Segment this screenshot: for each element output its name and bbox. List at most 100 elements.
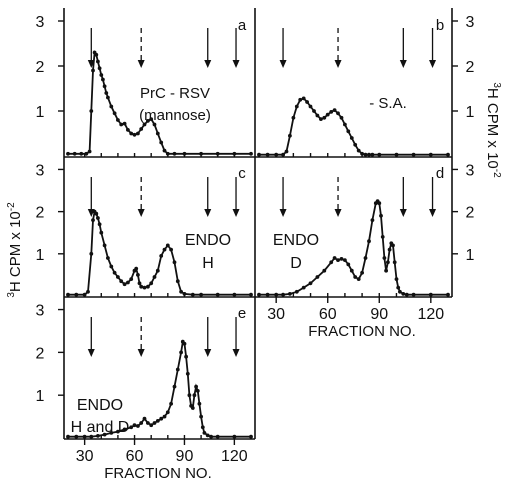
panel-d-data-point — [384, 268, 388, 273]
panel-b-data-point — [265, 152, 270, 157]
panel-e-data-point — [116, 429, 120, 434]
panel-a-data-point — [165, 151, 170, 156]
panel-c-arrowhead — [204, 209, 212, 217]
panel-d-data-point — [329, 260, 334, 265]
panel-e: 1 2 3 30 60 90 120 e ENDO H and D — [36, 297, 256, 465]
panel-d-data-point — [294, 289, 299, 294]
panel-a-data-point — [106, 95, 110, 100]
panel-e-x-tick-label: 60 — [126, 448, 144, 465]
panel-a-data-point — [182, 151, 187, 156]
panel-d-data-point — [257, 292, 261, 297]
panel-e-arrowhead — [232, 349, 240, 357]
panel-d-data-point — [428, 292, 433, 297]
panel-c-data-point — [66, 292, 70, 297]
panel-c-y-tick-label: 1 — [36, 247, 45, 264]
panel-d-data-point — [349, 268, 354, 273]
panel-c-data-point — [96, 216, 100, 220]
panel-c-data-point — [112, 270, 117, 275]
panel-d-arrowhead — [399, 209, 407, 217]
panel-c-data-point — [102, 243, 107, 248]
panel-a-data-point — [122, 121, 127, 126]
panel-e-data-point — [159, 416, 164, 421]
panel-a-data-point — [142, 122, 147, 127]
panel-b-label: - S.A. — [369, 95, 407, 112]
panel-b-data-point — [363, 152, 368, 157]
panel-e-data-point — [102, 432, 107, 437]
panel-e-data-point — [192, 393, 197, 398]
panel-d-arrowhead — [429, 209, 437, 217]
panel-d-y-tick-label: 3 — [466, 162, 475, 179]
panel-a-letter: a — [238, 17, 247, 34]
panel-d-data-point — [346, 262, 351, 267]
panel-c-data-point — [136, 273, 140, 277]
panel-c-data-point — [149, 281, 154, 286]
panel-a-y-tick-label: 1 — [36, 104, 45, 121]
panel-e-data-point — [185, 371, 190, 376]
panel-b-data-point — [301, 96, 306, 101]
panel-e-letter: e — [238, 305, 246, 322]
panel-d-data-point — [446, 292, 450, 297]
panel-c-data-point — [165, 243, 170, 248]
panel-a-series-line — [68, 50, 251, 155]
panel-d-data-point — [367, 239, 371, 244]
panel-d-data-point — [353, 275, 358, 279]
panel-c-data-point — [82, 292, 87, 297]
panel-c-label: ENDO — [185, 232, 231, 249]
panel-d-data-point — [394, 277, 399, 281]
panel-e-data-point — [184, 354, 189, 359]
panel-a-data-point — [155, 131, 160, 136]
panel-d-data-point — [360, 270, 364, 275]
panel-b-data-point — [322, 115, 327, 120]
panel-e-label-line2: H and D — [71, 419, 130, 436]
panel-e-data-point — [197, 401, 202, 406]
panel-a-data-point — [94, 52, 99, 57]
panel-d-data-point — [380, 235, 385, 239]
panel-d-data-point — [356, 277, 361, 281]
panel-b-data-point — [377, 152, 382, 157]
panel-e-data-point — [82, 434, 87, 439]
panel-e-arrowhead — [137, 349, 145, 357]
panel-d-x-tick-label: 60 — [319, 306, 337, 323]
panel-d-x-tick-label: 30 — [267, 306, 285, 323]
panel-b-data-point — [315, 113, 320, 118]
panel-b-data-point — [294, 104, 299, 109]
panel-a-data-point — [129, 131, 134, 136]
panel-c-data-point — [139, 284, 144, 289]
panel-b-data-point — [360, 151, 364, 156]
panel-b-data-point — [325, 112, 330, 117]
panel-a-data-point — [84, 151, 89, 156]
panel-e-data-point — [139, 421, 144, 425]
panel-d-data-point — [332, 256, 337, 260]
panel-d-y-tick-label: 1 — [466, 247, 475, 264]
panel-c-data-point — [172, 260, 177, 265]
panel-c-data-point — [129, 277, 134, 281]
panel-d-x-tick-label: 90 — [370, 306, 388, 323]
panel-d-data-point — [265, 292, 270, 297]
panel-c-data-point — [109, 264, 114, 269]
panel-d-arrowhead — [334, 209, 342, 217]
panel-c-data-point — [91, 218, 95, 223]
panel-c-y-tick-label: 2 — [36, 205, 45, 222]
panel-b-data-point — [332, 108, 337, 112]
panel-d-data-point — [301, 285, 306, 290]
panel-a-data-point — [139, 127, 144, 131]
panel-c-data-point — [175, 279, 180, 284]
panel-e-data-point — [175, 367, 180, 372]
panel-a-label: PrC - RSV — [140, 85, 210, 102]
panel-e-data-point — [136, 424, 140, 428]
panel-a-data-point — [136, 131, 140, 136]
panel-c-data-point — [190, 292, 195, 297]
panel-c-data-point — [126, 280, 130, 285]
panel-e-y-tick-label: 2 — [36, 345, 45, 362]
panel-e-data-point — [199, 414, 204, 419]
panel-e-data-point — [179, 350, 184, 355]
panel-a-y-tick-label: 2 — [36, 59, 45, 76]
panel-d-letter: d — [436, 165, 444, 182]
panel-c-letter: c — [238, 165, 246, 182]
panel-a-data-point — [99, 73, 104, 77]
panel-a-data-point — [172, 151, 177, 156]
panel-b-y-tick-label: 1 — [466, 104, 475, 121]
panel-a-arrowhead — [232, 60, 240, 68]
panel-b-data-point — [428, 152, 433, 157]
